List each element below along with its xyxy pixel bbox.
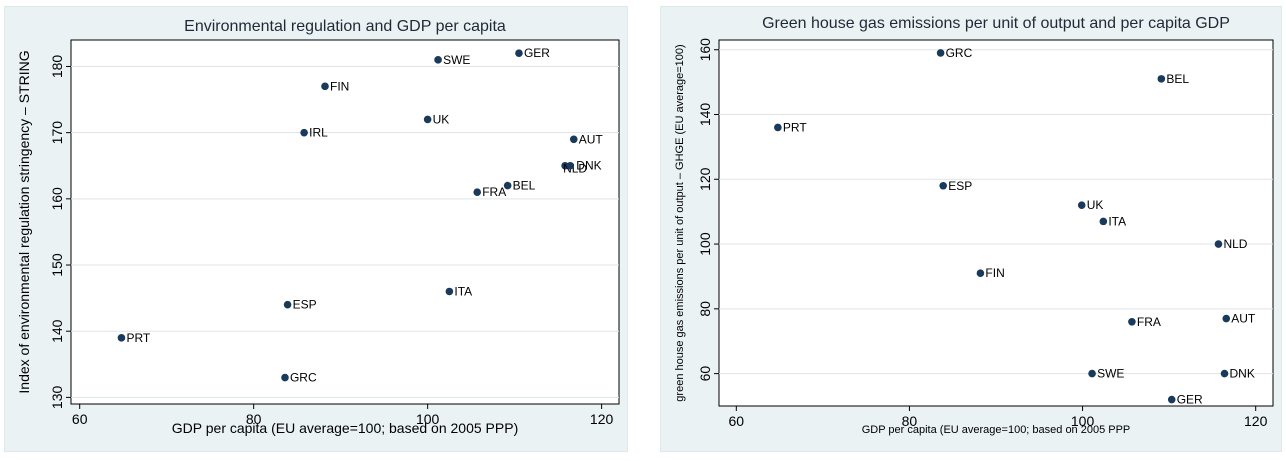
data-label: AUT: [1231, 312, 1256, 326]
x-axis-title: GDP per capita (EU average=100; based on…: [862, 424, 1131, 436]
data-point: [561, 161, 569, 170]
y-tick-label: 160: [697, 38, 713, 62]
data-label: AUT: [579, 132, 604, 146]
data-label: BEL: [513, 179, 536, 193]
data-label: FIN: [330, 79, 349, 93]
data-label: DNK: [576, 159, 601, 173]
plot-area: [70, 39, 620, 405]
y-tick-label: 150: [49, 253, 65, 277]
data-point: [1099, 217, 1108, 226]
data-point: [774, 123, 782, 132]
chart-panel-left: 130 140 150 160 170 180 60 80 100 120 Environmenta…: [4, 6, 628, 452]
y-tick-label: 180: [49, 55, 65, 79]
y-tick-label: 130: [49, 385, 65, 409]
y-tick-label: 120: [697, 167, 713, 191]
y-tick-label: 140: [697, 103, 713, 127]
data-label: ESP: [293, 298, 317, 312]
data-label: UK: [1087, 198, 1104, 212]
data-label: ITA: [454, 284, 472, 298]
data-point: [939, 181, 947, 190]
data-label: SWE: [1097, 367, 1124, 381]
y-tick-label: 160: [49, 187, 65, 211]
data-label: GRC: [946, 46, 973, 60]
emissions-scatter-chart: 60 80 100 120 140 160 60 80 100 120 Green house ga…: [674, 15, 1274, 436]
y-tick-label: 80: [697, 301, 713, 317]
x-tick-label: 120: [1244, 413, 1268, 429]
data-label: GER: [524, 46, 550, 60]
y-axis-title: green house gas emissions per unit of ou…: [674, 44, 686, 401]
data-point: [1088, 369, 1096, 378]
data-point: [503, 181, 512, 190]
y-tick-label: 170: [49, 121, 65, 145]
x-tick-label: 80: [902, 413, 918, 429]
data-label: ITA: [1108, 214, 1126, 228]
data-point: [976, 269, 985, 278]
data-point: [445, 287, 454, 296]
data-label: NLD: [1223, 237, 1247, 251]
data-point: [321, 82, 329, 91]
data-point: [515, 49, 523, 58]
data-label: SWE: [443, 53, 470, 67]
data-label: BEL: [1166, 72, 1189, 86]
x-tick-label: 60: [72, 411, 88, 427]
y-axis-title: Index of environmental regulation string…: [16, 50, 32, 393]
y-tick-label: 100: [697, 232, 713, 256]
data-label: FRA: [482, 185, 506, 199]
x-axis-title: GDP per capita (EU average=100; based on…: [172, 420, 518, 436]
data-label: ESP: [948, 179, 972, 193]
chart-title: Green house gas emissions per unit of ou…: [762, 15, 1230, 32]
data-point: [1220, 369, 1229, 378]
x-tick-label: 100: [1071, 413, 1095, 429]
data-label: UK: [433, 112, 450, 126]
data-point: [423, 115, 432, 124]
data-point: [1214, 240, 1223, 248]
x-tick-label: 100: [416, 411, 440, 427]
data-point: [1128, 317, 1136, 326]
data-point: [1077, 201, 1086, 209]
data-label: IRL: [309, 126, 328, 140]
data-point: [569, 135, 578, 144]
data-label: PRT: [783, 120, 807, 134]
regulation-scatter-chart: 130 140 150 160 170 180 60 80 100 120 Environmenta…: [16, 18, 620, 436]
x-tick-label: 60: [729, 413, 745, 429]
data-point: [1222, 314, 1231, 323]
data-point: [281, 373, 289, 382]
x-tick-label: 120: [590, 411, 614, 427]
data-point: [1157, 75, 1166, 83]
data-point: [1167, 395, 1176, 404]
data-label: FIN: [985, 266, 1004, 280]
y-tick-label: 60: [697, 366, 713, 382]
chart-title: Environmental regulation and GDP per cap…: [184, 18, 506, 35]
data-point: [936, 49, 945, 57]
data-label: PRT: [126, 331, 150, 345]
data-label: GRC: [290, 371, 317, 385]
data-point: [300, 128, 308, 137]
x-tick-label: 80: [246, 411, 262, 427]
data-point: [566, 161, 575, 170]
data-point: [117, 334, 126, 342]
data-point: [473, 188, 482, 197]
y-tick-label: 140: [49, 319, 65, 343]
chart-panel-right: 60 80 100 120 140 160 60 80 100 120 Green house ga…: [660, 6, 1282, 452]
data-point: [434, 56, 442, 64]
data-point: [283, 300, 292, 309]
data-label: GER: [1177, 393, 1203, 407]
data-label: FRA: [1137, 315, 1161, 329]
plot-area: [718, 39, 1274, 407]
data-label: DNK: [1230, 367, 1255, 381]
